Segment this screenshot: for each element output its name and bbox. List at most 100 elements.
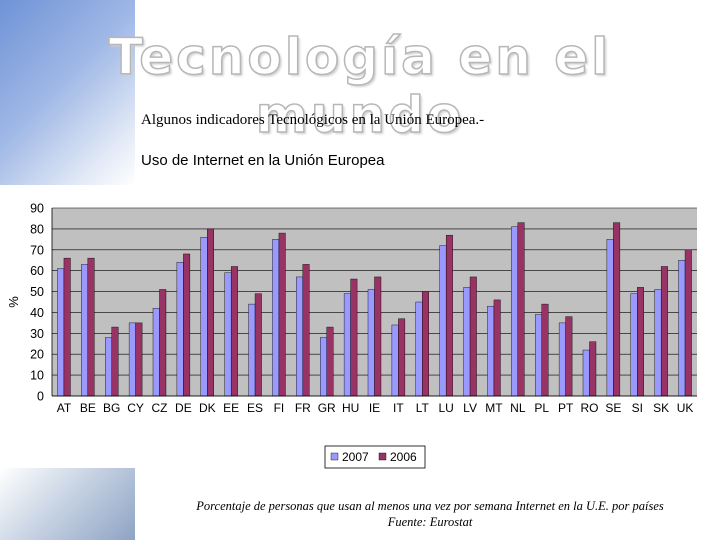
bar-2006-BE	[87, 257, 95, 397]
y-tick-label: 90	[30, 202, 44, 216]
bar-2006-FR	[302, 264, 310, 397]
bar-2007-LU	[439, 245, 447, 397]
bar-2007-GR	[320, 337, 327, 397]
bar-2006-DE	[183, 253, 191, 397]
bar-2007-RO	[582, 349, 590, 397]
bar-2006-BG	[111, 326, 119, 397]
bar-2006-CY	[135, 322, 143, 397]
x-tick-label: FR	[295, 401, 311, 415]
x-tick-label: HU	[342, 401, 359, 415]
bar-2006-SK	[660, 266, 668, 397]
bar-2007-SI	[630, 293, 638, 397]
x-tick-label: SK	[653, 401, 669, 415]
chart-caption: Porcentaje de personas que usan al menos…	[160, 498, 700, 530]
bar-2007-ES	[248, 303, 256, 397]
x-tick-label: LU	[438, 401, 453, 415]
y-tick-label: 10	[30, 369, 44, 383]
x-tick-label: FI	[274, 401, 285, 415]
legend-label-2006: 2006	[390, 450, 417, 464]
y-tick-label: 50	[30, 285, 44, 299]
bar-2006-LT	[422, 291, 429, 397]
y-tick-label: 80	[30, 222, 44, 236]
bar-2007-IE	[367, 289, 375, 397]
x-tick-label: CZ	[152, 401, 168, 415]
bar-2006-ES	[254, 293, 262, 397]
x-tick-label: CY	[127, 401, 144, 415]
legend-swatch-2007	[330, 452, 339, 461]
x-tick-label: SI	[632, 401, 643, 415]
bar-2007-EE	[224, 272, 232, 397]
bar-2006-LU	[445, 234, 453, 397]
x-tick-label: ES	[247, 401, 263, 415]
bar-2007-BE	[81, 264, 89, 397]
bar-2007-HU	[343, 293, 351, 397]
bar-chart: 0 10 20 30 40 50 60 70 80 90% AT BE BG CY CZ DE DK EE ES FI…	[6, 202, 697, 469]
y-axis-label: %	[6, 296, 21, 308]
x-tick-label: MT	[485, 401, 503, 415]
y-tick-label: 30	[30, 327, 44, 341]
legend-box	[324, 445, 426, 469]
x-tick-label: LT	[416, 401, 430, 415]
legend-swatch-2006	[378, 452, 387, 461]
bar-2006-LV	[469, 276, 477, 397]
bar-2006-GR	[326, 326, 334, 397]
x-tick-label: NL	[510, 401, 526, 415]
bar-2007-DE	[176, 262, 184, 397]
y-tick-label: 0	[37, 390, 44, 404]
chart-heading: Uso de Internet en la Unión Europea	[141, 152, 385, 169]
bar-2007-LV	[463, 287, 471, 397]
x-tick-label: SE	[605, 401, 621, 415]
y-tick-label: 40	[30, 306, 44, 320]
x-tick-label: PT	[558, 401, 574, 415]
bar-2007-PT	[558, 322, 566, 397]
bar-2007-UK	[678, 260, 686, 397]
slide-subtitle: Algunos indicadores Tecnológicos en la U…	[141, 112, 485, 128]
x-tick-label: DE	[175, 401, 192, 415]
bar-2006-IE	[374, 276, 382, 397]
x-tick-label: UK	[677, 401, 694, 415]
bar-2007-MT	[487, 305, 495, 397]
x-tick-label: EE	[223, 401, 239, 415]
x-tick-label: GR	[318, 401, 336, 415]
bar-2007-LT	[415, 301, 423, 397]
bar-2007-BG	[105, 337, 112, 397]
bar-2006-SI	[637, 287, 644, 397]
x-tick-label: IE	[369, 401, 380, 415]
x-tick-label: LV	[463, 401, 477, 415]
bar-2006-DK	[207, 228, 214, 397]
bar-2007-SE	[606, 239, 614, 397]
y-tick-label: 20	[30, 348, 44, 362]
bar-2007-FR	[296, 276, 304, 397]
bar-2006-PT	[565, 316, 573, 397]
bar-2006-SE	[613, 222, 621, 397]
bar-2006-NL	[517, 222, 525, 397]
bar-2006-CZ	[159, 289, 167, 397]
bar-2006-FI	[278, 232, 286, 397]
slide-title: Tecnología en el mundo	[108, 27, 612, 145]
legend-label-2007: 2007	[342, 450, 369, 464]
bar-2007-CZ	[152, 308, 160, 397]
bar-2006-IT	[398, 318, 406, 397]
bar-2007-NL	[511, 226, 519, 397]
caption-source: Fuente: Eurostat	[387, 515, 473, 529]
y-tick-label: 60	[30, 264, 44, 278]
bar-2007-FI	[272, 239, 280, 397]
x-tick-label: IT	[393, 401, 404, 415]
x-tick-label: PL	[534, 401, 549, 415]
bar-2007-CY	[128, 322, 136, 397]
y-tick-label: 70	[30, 243, 44, 257]
x-tick-label: BG	[103, 401, 120, 415]
bar-2006-HU	[350, 278, 358, 397]
bar-2006-EE	[230, 266, 238, 397]
x-tick-label: DK	[199, 401, 216, 415]
decorative-gradient-top	[0, 0, 135, 185]
caption-description: Porcentaje de personas que usan al menos…	[196, 499, 664, 513]
bar-2007-AT	[57, 268, 65, 397]
bar-2007-IT	[391, 324, 399, 397]
bar-2007-SK	[654, 289, 662, 397]
bar-2007-DK	[200, 237, 208, 397]
bar-2006-RO	[589, 341, 597, 397]
bar-2007-PL	[535, 314, 542, 397]
x-tick-label: RO	[581, 401, 599, 415]
x-tick-label: AT	[57, 401, 72, 415]
